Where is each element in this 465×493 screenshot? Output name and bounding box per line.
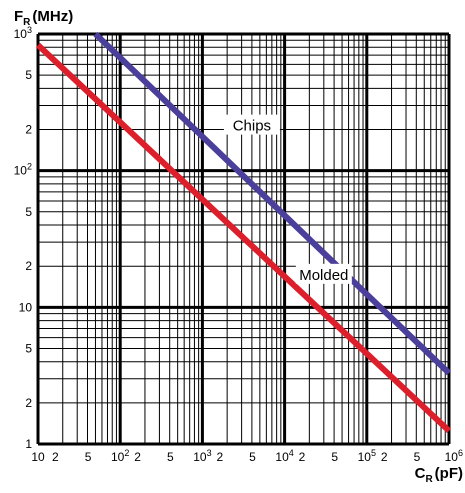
series-group: Chips Molded <box>35 31 452 433</box>
y-tick-label: 5 <box>25 205 32 219</box>
y-tick-label: 103 <box>14 25 32 41</box>
series-label-bg-chips <box>223 114 280 135</box>
series-label-molded: Molded <box>299 267 348 284</box>
major-grid <box>36 32 451 446</box>
x-tick-label: 2 <box>299 450 306 464</box>
x-tick-label: 2 <box>52 450 59 464</box>
x-tick-label: 102 <box>111 448 129 464</box>
x-tick-label: 2 <box>216 450 223 464</box>
series-line-chips <box>93 31 452 376</box>
x-tick-label: 5 <box>249 450 256 464</box>
x-tick-label: 105 <box>358 448 376 464</box>
minor-grid <box>38 34 449 444</box>
y-tick-label: 10 <box>19 300 33 314</box>
series-line-molded <box>35 42 452 433</box>
x-tick-label: 5 <box>331 450 338 464</box>
x-tick-label: 5 <box>85 450 92 464</box>
y-tick-label: 2 <box>25 396 32 410</box>
y-axis-title: FR (MHz) <box>14 8 73 28</box>
x-tick-label: 2 <box>134 450 141 464</box>
x-axis-title: CR (pF) <box>415 465 463 485</box>
y-tick-label: 5 <box>25 68 32 82</box>
y-tick-label: 2 <box>25 259 32 273</box>
x-tick-label: 104 <box>275 448 293 464</box>
y-tick-label: 2 <box>25 123 32 137</box>
x-tick-label: 5 <box>414 450 421 464</box>
y-tick-label: 102 <box>14 162 32 178</box>
series-label-chips: Chips <box>233 118 271 135</box>
tick-labels: 10 2 5 102 2 5 103 2 5 104 2 5 105 2 5 1061251025102251… <box>14 25 463 464</box>
x-tick-label: 5 <box>167 450 174 464</box>
x-tick-label: 2 <box>381 450 388 464</box>
series-label-bg-molded <box>295 263 352 284</box>
y-tick-label: 5 <box>25 341 32 355</box>
x-tick-label: 103 <box>193 448 211 464</box>
y-tick-label: 1 <box>25 437 32 451</box>
x-tick-label: 106 <box>445 448 463 464</box>
x-tick-label: 10 <box>31 450 45 464</box>
